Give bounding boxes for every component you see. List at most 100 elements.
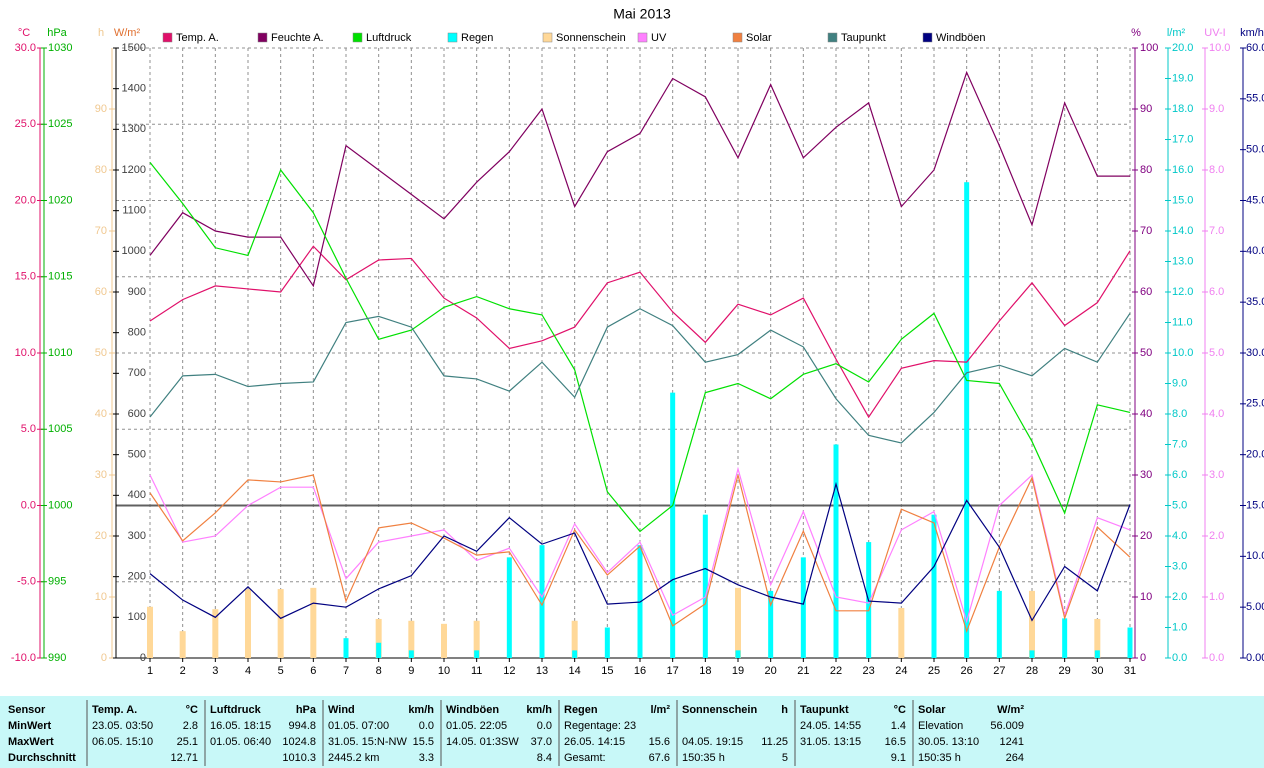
bar xyxy=(1094,618,1101,658)
y-tick-label: 5.00 xyxy=(1246,601,1264,613)
line xyxy=(149,162,1131,533)
bar xyxy=(408,620,415,658)
y-tick-label: 1005 xyxy=(48,423,72,435)
y-tick-label: 4.0 xyxy=(1172,530,1187,542)
y-tick-label: 25.0 xyxy=(15,118,36,130)
y-tick-label: 40 xyxy=(95,408,107,420)
bar xyxy=(245,589,251,658)
bar xyxy=(1062,618,1068,658)
y-tick-label: 35.0 xyxy=(1246,296,1264,308)
y-tick-label: 17.0 xyxy=(1172,133,1193,145)
bar xyxy=(473,620,480,658)
y-tick-label: 20 xyxy=(1140,530,1152,542)
y-tick-label: 10.0 xyxy=(1246,550,1264,562)
y-tick-label: 50 xyxy=(95,347,107,359)
column-unit: km/h xyxy=(408,704,434,716)
cell-label: 04.05. 19:15 xyxy=(682,736,743,748)
y-tick-label: 7.0 xyxy=(1209,225,1224,237)
column-unit: °C xyxy=(894,704,906,716)
line xyxy=(149,466,1131,624)
y-tick-label: 1200 xyxy=(122,164,146,176)
y-tick-label: 6.0 xyxy=(1209,286,1224,298)
y-tick-label: 10 xyxy=(1140,591,1152,603)
x-tick-label: 21 xyxy=(797,665,809,677)
row-label: MinWert xyxy=(8,720,52,732)
legend-label: Feuchte A. xyxy=(271,32,324,44)
bar xyxy=(604,627,610,658)
cell-value: 67.6 xyxy=(649,752,670,764)
x-tick-label: 26 xyxy=(961,665,973,677)
bar xyxy=(1029,590,1035,658)
y-tick-label: 1300 xyxy=(122,123,146,135)
column-unit: km/h xyxy=(526,704,552,716)
x-tick-label: 23 xyxy=(863,665,875,677)
x-tick-label: 5 xyxy=(278,665,284,677)
x-tick-label: 10 xyxy=(438,665,450,677)
y-tick-label: 700 xyxy=(128,367,146,379)
axis-unit: km/h xyxy=(1240,27,1264,39)
y-tick-label: 0 xyxy=(101,652,107,664)
y-tick-label: 3.0 xyxy=(1209,469,1224,481)
y-tick-label: 80 xyxy=(1140,164,1152,176)
x-tick-label: 8 xyxy=(376,665,382,677)
bar xyxy=(474,650,480,658)
x-tick-label: 7 xyxy=(343,665,349,677)
y-tick-label: 20.0 xyxy=(1246,449,1264,461)
bar xyxy=(506,557,512,658)
y-tick-label: 1.0 xyxy=(1209,591,1224,603)
y-tick-label: 5.0 xyxy=(21,423,36,435)
y-tick-label: 1000 xyxy=(122,245,146,257)
x-tick-label: 4 xyxy=(245,665,251,677)
legend-swatch xyxy=(257,32,268,43)
x-tick-label: 31 xyxy=(1124,665,1136,677)
cell-label: 01.05. 22:05 xyxy=(446,720,507,732)
y-tick-label: 20.0 xyxy=(15,194,36,206)
row-label: MaxWert xyxy=(8,736,54,748)
legend-swatch xyxy=(637,32,648,43)
bar xyxy=(572,650,578,658)
legend-swatch xyxy=(352,32,363,43)
y-tick-label: 10 xyxy=(95,591,107,603)
bar xyxy=(768,590,774,658)
y-tick-label: 50 xyxy=(1140,347,1152,359)
bar xyxy=(735,650,741,658)
row-label: Sensor xyxy=(8,704,46,716)
column-unit: hPa xyxy=(296,704,317,716)
bar xyxy=(1094,650,1100,658)
y-tick-label: 10.0 xyxy=(1209,42,1230,54)
x-tick-label: 29 xyxy=(1059,665,1071,677)
legend-label: Temp. A. xyxy=(176,32,219,44)
y-tick-label: 11.0 xyxy=(1172,316,1193,328)
y-tick-label: 5.0 xyxy=(1209,347,1224,359)
y-tick-label: 1010 xyxy=(48,347,72,359)
cell-value: 15.5 xyxy=(413,736,434,748)
cell-label: 23.05. 03:50 xyxy=(92,720,153,732)
column-unit: °C xyxy=(186,704,198,716)
y-tick-label: 30 xyxy=(95,469,107,481)
bar xyxy=(1029,650,1035,658)
y-tick-label: 15.0 xyxy=(1172,194,1193,206)
legend-label: Regen xyxy=(461,32,493,44)
x-tick-label: 27 xyxy=(993,665,1005,677)
cell-value: 12.71 xyxy=(170,752,198,764)
axis-unit: h xyxy=(98,27,104,39)
y-tick-label: 990 xyxy=(48,652,66,664)
x-tick-label: 22 xyxy=(830,665,842,677)
y-tick-label: 60 xyxy=(95,286,107,298)
line xyxy=(149,474,1131,634)
cell-label: Elevation xyxy=(918,720,963,732)
legend-label: Taupunkt xyxy=(841,32,886,44)
y-tick-label: 80 xyxy=(95,164,107,176)
x-tick-label: 20 xyxy=(765,665,777,677)
cell-value: 9.1 xyxy=(891,752,906,764)
cell-value: 8.4 xyxy=(537,752,552,764)
legend-swatch xyxy=(922,32,933,43)
line xyxy=(149,308,1131,444)
x-tick-label: 25 xyxy=(928,665,940,677)
x-tick-label: 9 xyxy=(408,665,414,677)
y-tick-label: 10.0 xyxy=(1172,347,1193,359)
column-header: Regen xyxy=(564,704,598,716)
y-tick-label: 995 xyxy=(48,576,66,588)
y-tick-label: 1400 xyxy=(122,83,146,95)
cell-value: 3.3 xyxy=(419,752,434,764)
